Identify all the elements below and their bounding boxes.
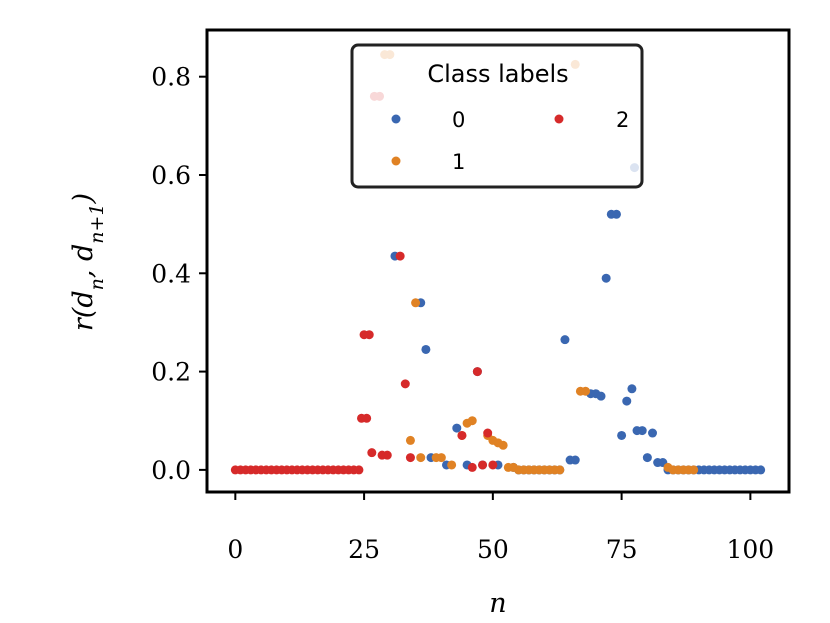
data-point-class-1	[581, 386, 591, 396]
data-point-class-0	[617, 430, 627, 440]
legend-title: Class labels	[427, 60, 568, 88]
data-point-class-0	[622, 396, 632, 406]
data-point-class-0	[596, 391, 606, 401]
data-point-class-2	[382, 450, 392, 460]
data-point-class-2	[478, 460, 488, 470]
data-point-class-0	[637, 426, 647, 436]
data-point-class-0	[570, 455, 580, 465]
legend-label-2: 2	[616, 108, 629, 132]
data-point-class-2	[472, 367, 482, 377]
x-axis: 0 25 50 75 100	[227, 492, 774, 564]
y-tick-label: 0.6	[151, 161, 191, 190]
data-point-class-1	[405, 435, 415, 445]
data-point-class-0	[421, 344, 431, 354]
y-tick-label: 0.2	[151, 358, 191, 387]
data-point-class-2	[395, 251, 405, 261]
data-point-class-2	[405, 453, 415, 463]
data-point-class-2	[364, 330, 374, 340]
data-point-class-0	[627, 384, 637, 394]
legend-marker-1	[391, 156, 401, 166]
legend-box	[350, 43, 644, 189]
y-axis-label: r(dn, dn+1)	[68, 193, 108, 331]
data-point-class-0	[560, 335, 570, 345]
data-point-class-1	[416, 453, 426, 463]
y-tick-label: 0.4	[151, 259, 191, 288]
x-tick-label: 25	[348, 535, 380, 564]
x-tick-label: 75	[606, 535, 638, 564]
legend-label-1: 1	[452, 150, 465, 174]
svg-text:r(dn, dn+1): r(dn, dn+1)	[68, 193, 108, 331]
data-point-class-0	[756, 465, 766, 475]
legend-label-0: 0	[452, 108, 465, 132]
data-point-class-1	[467, 416, 477, 426]
data-point-class-1	[447, 460, 457, 470]
y-tick-label: 0.8	[151, 63, 191, 92]
data-point-class-0	[601, 273, 611, 283]
x-axis-label: n	[489, 588, 506, 619]
data-point-class-2	[483, 428, 493, 438]
data-point-class-1	[436, 453, 446, 463]
data-point-class-0	[611, 209, 621, 219]
data-point-class-2	[488, 460, 498, 470]
data-point-class-0	[452, 423, 462, 433]
data-point-class-2	[367, 448, 377, 458]
data-point-class-1	[555, 465, 565, 475]
legend-marker-0	[391, 114, 401, 124]
y-axis: 0.0 0.2 0.4 0.6 0.8	[151, 63, 207, 485]
data-point-class-2	[362, 413, 372, 423]
data-point-class-1	[411, 298, 421, 308]
legend-marker-2	[554, 114, 564, 124]
x-tick-label: 0	[227, 535, 243, 564]
data-point-class-1	[498, 440, 508, 450]
plot-frame	[205, 28, 791, 494]
data-point-class-0	[642, 453, 652, 463]
x-tick-label: 50	[477, 535, 509, 564]
x-tick-label: 100	[727, 535, 775, 564]
plot-points	[230, 50, 766, 475]
data-point-class-2	[354, 465, 364, 475]
data-point-class-2	[467, 462, 477, 472]
y-tick-label: 0.0	[151, 456, 191, 485]
legend: Class labels 0 1 2	[350, 43, 644, 189]
data-point-class-1	[689, 465, 699, 475]
data-point-class-0	[648, 428, 658, 438]
data-point-class-2	[400, 379, 410, 389]
data-point-class-2	[457, 430, 467, 440]
